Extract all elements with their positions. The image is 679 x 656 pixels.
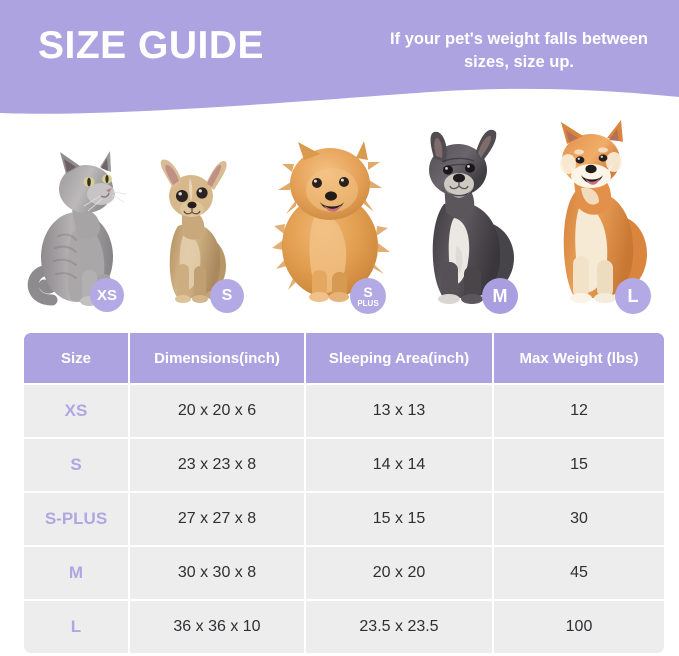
cell-dimensions: 27 x 27 x 8: [130, 493, 304, 545]
column-header-dimensions: Dimensions(inch): [130, 333, 304, 383]
cell-sleeping-area: 15 x 15: [306, 493, 492, 545]
pet-figure-pomeranian: S PLUS: [272, 138, 396, 314]
cell-dimensions: 20 x 20 x 6: [130, 385, 304, 437]
size-badge-s-plus: S PLUS: [350, 278, 386, 314]
cell-max-weight: 45: [494, 547, 664, 599]
shiba-inu-illustration: [560, 120, 647, 303]
pet-figure-chihuahua: S: [144, 148, 248, 313]
pet-illustration-strip: XS: [0, 118, 679, 314]
table-row: XS 20 x 20 x 6 13 x 13 12: [24, 385, 664, 437]
size-badge-m: M: [482, 278, 518, 314]
size-badge-s: S: [210, 279, 244, 313]
size-badge-l: L: [615, 278, 651, 314]
size-badge-l-label: L: [627, 286, 639, 306]
chihuahua-illustration: [160, 159, 227, 303]
cell-dimensions: 36 x 36 x 10: [130, 601, 304, 653]
pet-figure-shiba-inu: L: [541, 118, 659, 314]
cell-size: M: [24, 547, 128, 599]
cell-size: S: [24, 439, 128, 491]
cell-max-weight: 30: [494, 493, 664, 545]
header-note: If your pet's weight falls between sizes…: [390, 30, 648, 72]
cell-size: XS: [24, 385, 128, 437]
header-background-wave: [0, 0, 679, 114]
column-header-size: Size: [24, 333, 128, 383]
table-row: L 36 x 36 x 10 23.5 x 23.5 100: [24, 601, 664, 653]
cell-sleeping-area: 20 x 20: [306, 547, 492, 599]
pet-figure-cat: XS: [22, 132, 128, 312]
size-badge-m-label: M: [492, 286, 508, 306]
french-bulldog-illustration: [429, 129, 514, 304]
table-row: S 23 x 23 x 8 14 x 14 15: [24, 439, 664, 491]
table-row: S-PLUS 27 x 27 x 8 15 x 15 30: [24, 493, 664, 545]
cell-sleeping-area: 14 x 14: [306, 439, 492, 491]
header-banner: SIZE GUIDE If your pet's weight falls be…: [0, 0, 679, 120]
column-header-sleeping-area: Sleeping Area(inch): [306, 333, 492, 383]
cell-size: S-PLUS: [24, 493, 128, 545]
cell-sleeping-area: 23.5 x 23.5: [306, 601, 492, 653]
page-title: SIZE GUIDE: [38, 24, 265, 67]
size-badge-xs-label: XS: [96, 286, 117, 304]
cell-max-weight: 15: [494, 439, 664, 491]
column-header-max-weight: Max Weight (lbs): [494, 333, 664, 383]
size-guide-table: Size Dimensions(inch) Sleeping Area(inch…: [22, 331, 666, 655]
pomeranian-illustration: [272, 141, 390, 302]
cell-dimensions: 30 x 30 x 8: [130, 547, 304, 599]
table-row: M 30 x 30 x 8 20 x 20 45: [24, 547, 664, 599]
size-badge-s-plus-sublabel: PLUS: [357, 298, 379, 308]
size-badge-xs: XS: [90, 278, 124, 312]
cell-max-weight: 100: [494, 601, 664, 653]
cell-size: L: [24, 601, 128, 653]
pet-figure-french-bulldog: M: [410, 126, 526, 314]
table-header-row: Size Dimensions(inch) Sleeping Area(inch…: [24, 333, 664, 383]
size-badge-s-label: S: [221, 287, 233, 304]
cell-dimensions: 23 x 23 x 8: [130, 439, 304, 491]
cell-sleeping-area: 13 x 13: [306, 385, 492, 437]
size-badge-s-plus-label: S: [363, 283, 373, 300]
cell-max-weight: 12: [494, 385, 664, 437]
